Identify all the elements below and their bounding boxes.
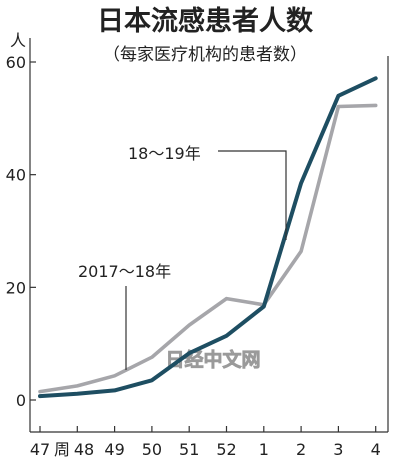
x-tick-label: 47 [30,440,50,459]
y-tick-label: 0 [16,391,26,410]
chart-subtitle: （每家医疗机构的患者数） [103,45,307,65]
series-line [38,76,378,399]
x-tick-label: 4 [371,440,381,459]
series-line [38,103,378,394]
axes [29,38,389,433]
y-tick-labels: 0 20 40 60 [6,53,26,410]
annotation-label: 18～19年 [128,144,201,163]
annotation-label: 2017～18年 [78,262,171,281]
annotations: 18～19年 2017～18年 [78,144,287,370]
annotation-leader [218,150,287,240]
x-tick-label: 51 [179,440,199,459]
y-tick-label: 60 [6,53,26,72]
x-tick-label: 1 [259,440,269,459]
y-tick-label: 40 [6,166,26,185]
x-tick-label: 周 [54,440,70,459]
chart-title: 日本流感患者人数 [97,5,314,37]
x-tick-label: 48 [74,440,94,459]
series-lines [38,76,378,399]
x-tick-label: 50 [142,440,162,459]
x-tick-labels: 47 周 48 49 50 51 52 1 2 3 4 [30,440,381,459]
x-tick-label: 2 [296,440,306,459]
y-axis-unit: 人 [10,31,26,50]
x-tick-label: 3 [333,440,343,459]
x-tick-label: 52 [216,440,236,459]
x-tick-label: 49 [104,440,124,459]
y-tick-label: 20 [6,278,26,297]
chart-title-group: 日本流感患者人数 （每家医疗机构的患者数） [97,5,314,65]
